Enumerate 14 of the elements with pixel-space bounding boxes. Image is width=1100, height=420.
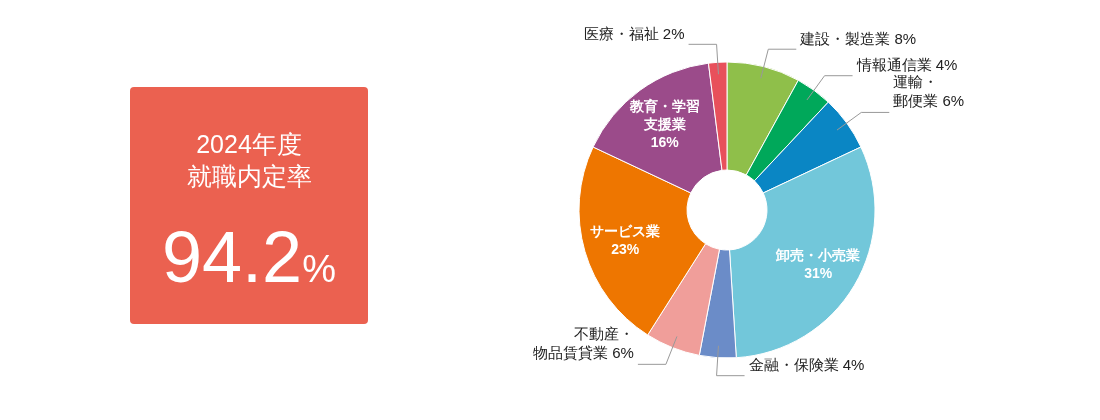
slice-label: 教育・学習支援業: [629, 98, 700, 133]
slice-label: 卸売・小売業: [776, 246, 861, 263]
text: 2024年度就職内定率: [186, 129, 312, 192]
slice-label: 金融・保険業 4%: [748, 354, 865, 374]
data-label: 23%: [611, 240, 640, 257]
slice-label: 運輸・郵便業 6%: [893, 72, 965, 111]
data-label: 31%: [804, 264, 833, 281]
slice-label: 医療・福祉 2%: [583, 23, 685, 43]
text: 94.2%: [162, 217, 336, 297]
slice-label: 情報通信業 4%: [856, 54, 958, 74]
data-label: 16%: [650, 134, 679, 151]
slice-label: サービス業: [590, 222, 661, 239]
slice-label: 不動産・物品賃貸業 6%: [533, 324, 634, 363]
slice-label: 建設・製造業 8%: [800, 28, 917, 48]
